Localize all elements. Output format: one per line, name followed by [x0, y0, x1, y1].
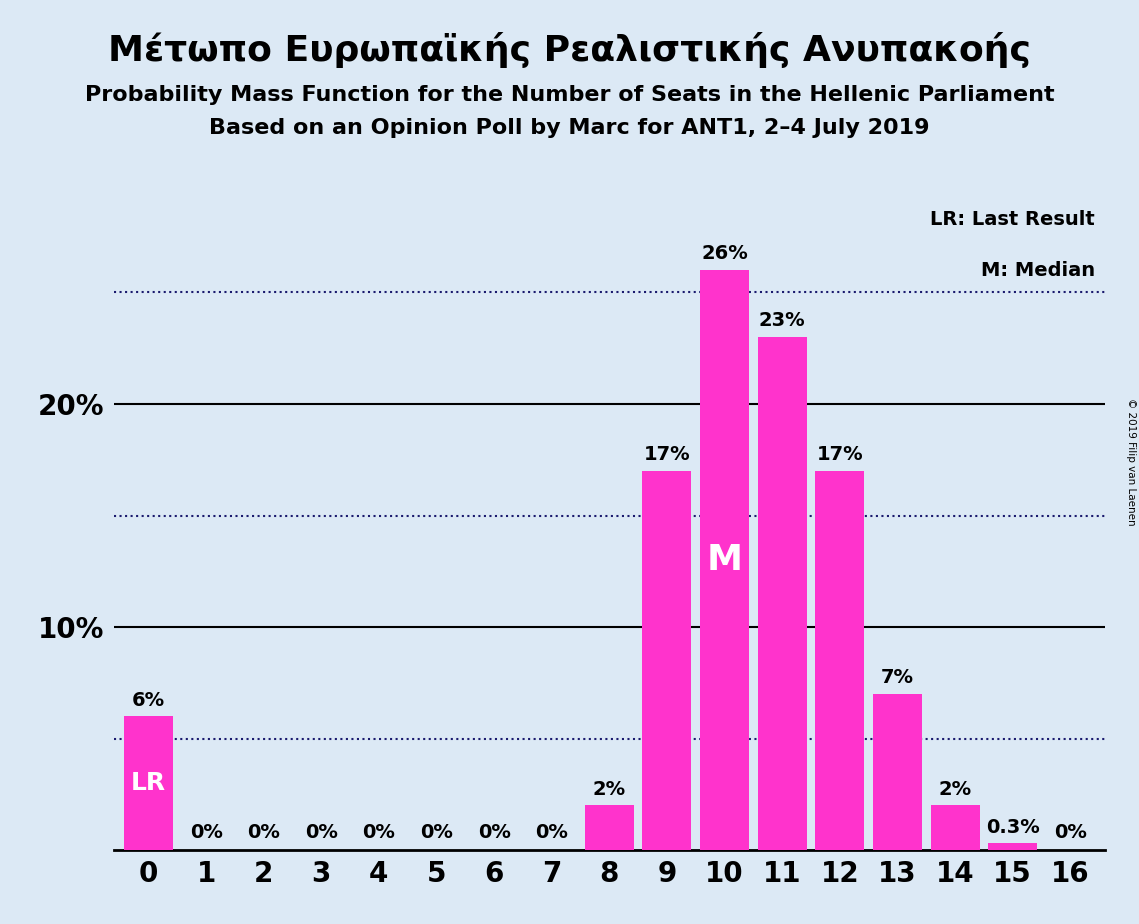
Text: 0%: 0% [247, 823, 280, 843]
Bar [872, 694, 921, 850]
Bar [931, 806, 980, 850]
Bar [989, 844, 1038, 850]
Text: Based on an Opinion Poll by Marc for ANT1, 2–4 July 2019: Based on an Opinion Poll by Marc for ANT… [210, 118, 929, 139]
Text: 23%: 23% [759, 311, 805, 331]
Text: LR: LR [131, 772, 166, 796]
Text: LR: Last Result: LR: Last Result [931, 210, 1095, 229]
Text: 26%: 26% [702, 245, 748, 263]
Bar [757, 337, 806, 850]
Text: 2%: 2% [939, 780, 972, 798]
Text: 0%: 0% [189, 823, 222, 843]
Bar [816, 471, 865, 850]
Text: 0%: 0% [535, 823, 568, 843]
Text: M: M [706, 543, 743, 578]
Text: Μέτωπο Ευρωπαϊκής Ρεαλιστικής Ανυπακοής: Μέτωπο Ευρωπαϊκής Ρεαλιστικής Ανυπακοής [108, 32, 1031, 68]
Text: © 2019 Filip van Laenen: © 2019 Filip van Laenen [1126, 398, 1136, 526]
Text: 0%: 0% [477, 823, 510, 843]
Text: 17%: 17% [644, 445, 690, 464]
Bar [585, 806, 633, 850]
Text: M: Median: M: Median [981, 261, 1095, 281]
Bar [124, 716, 173, 850]
Text: 0.3%: 0.3% [985, 818, 1040, 837]
Text: 7%: 7% [880, 668, 913, 687]
Text: 0%: 0% [305, 823, 338, 843]
Text: 0%: 0% [420, 823, 453, 843]
Text: 2%: 2% [592, 780, 626, 798]
Text: 17%: 17% [817, 445, 863, 464]
Text: 0%: 0% [1054, 823, 1087, 843]
Bar [700, 270, 749, 850]
Text: Probability Mass Function for the Number of Seats in the Hellenic Parliament: Probability Mass Function for the Number… [84, 85, 1055, 105]
Text: 0%: 0% [362, 823, 395, 843]
Bar [642, 471, 691, 850]
Text: 6%: 6% [132, 690, 165, 710]
